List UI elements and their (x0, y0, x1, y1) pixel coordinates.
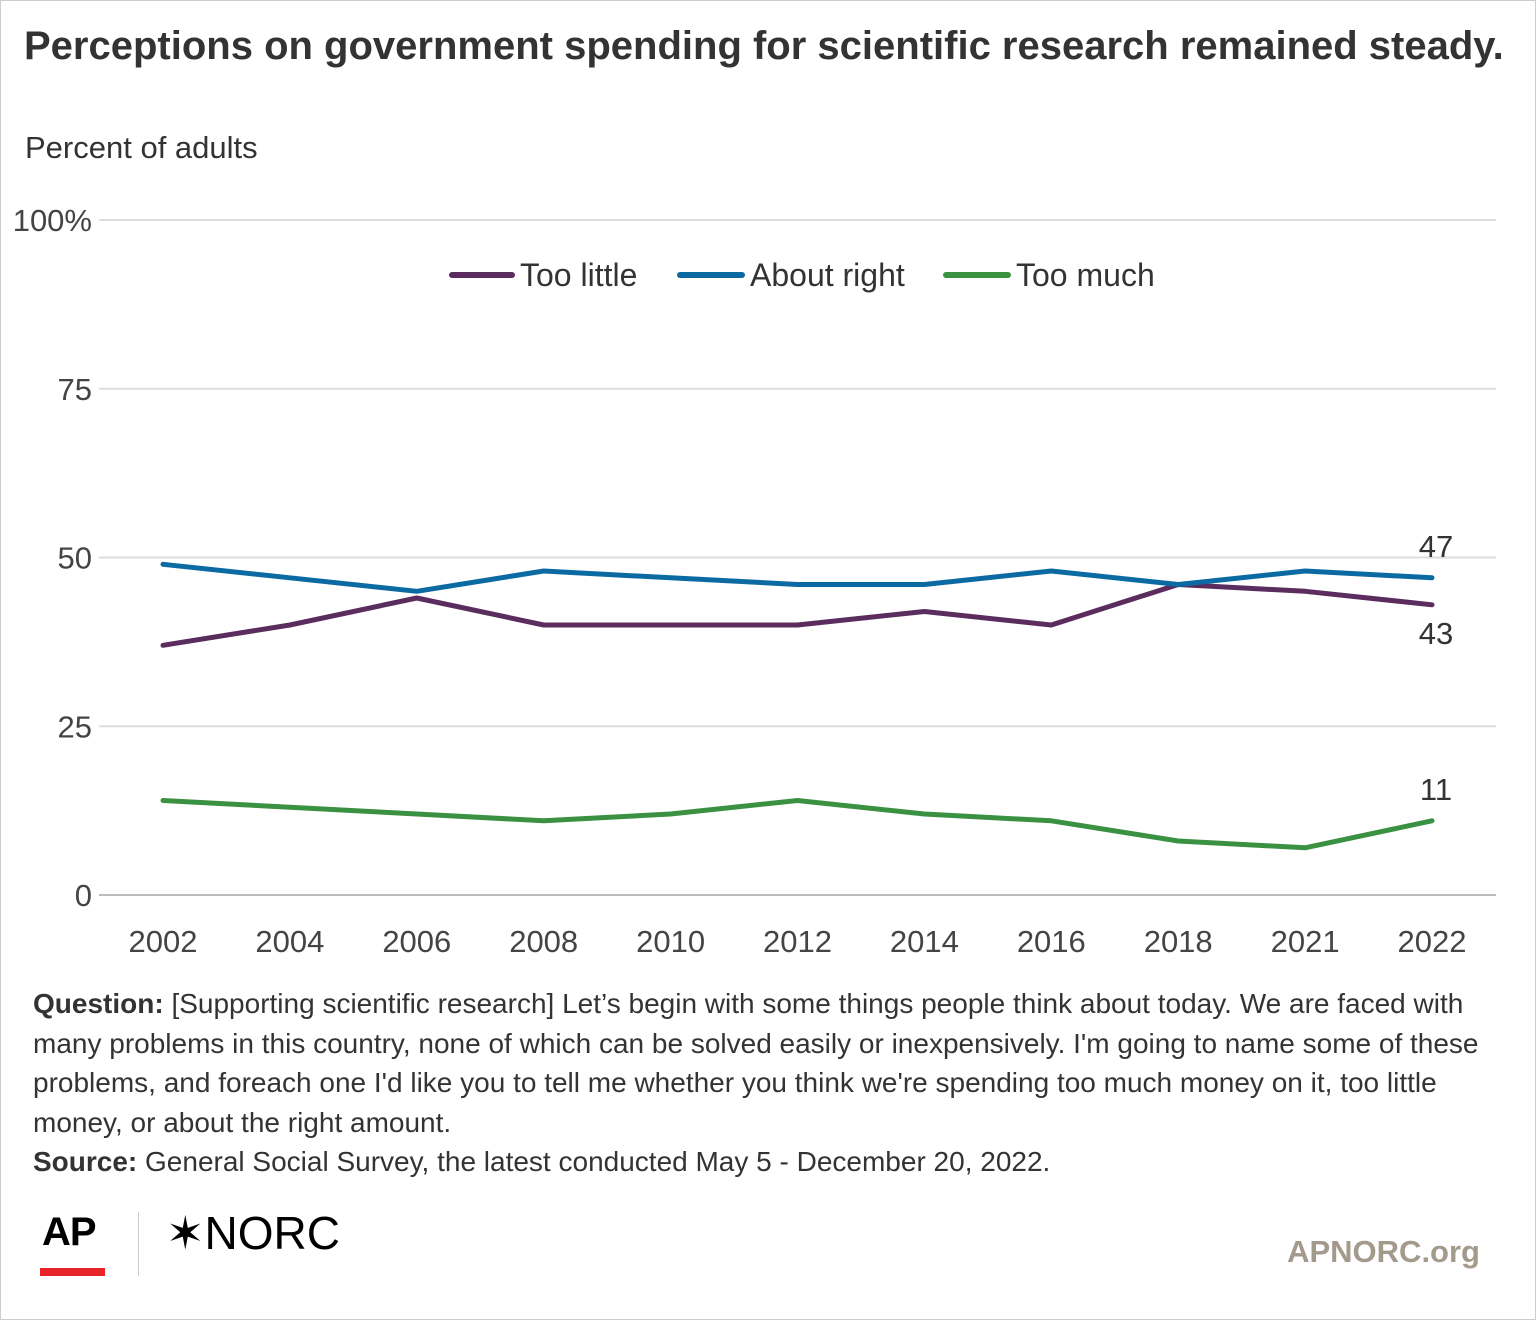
x-tick-label: 2018 (1144, 924, 1213, 959)
ap-logo: AP (42, 1210, 97, 1254)
x-tick-label: 2008 (509, 924, 578, 959)
chart-notes: Question: [Supporting scientific researc… (33, 984, 1503, 1182)
norc-star-icon: ✶ (166, 1207, 205, 1259)
x-tick-label: 2016 (1017, 924, 1086, 959)
question-text: [Supporting scientific research] Let’s b… (33, 988, 1479, 1138)
chart-title: Perceptions on government spending for s… (24, 24, 1504, 68)
x-tick-label: 2010 (636, 924, 705, 959)
gridlines (99, 219, 1496, 896)
x-tick-label: 2021 (1271, 924, 1340, 959)
y-tick-label: 75 (58, 372, 92, 407)
end-labels: 43 47 11 (1419, 529, 1453, 807)
x-tick-label: 2014 (890, 924, 959, 959)
x-tick-label: 2006 (382, 924, 451, 959)
site-url: APNORC.org (1287, 1234, 1480, 1269)
norc-logo-text: NORC (204, 1207, 340, 1259)
line-chart: 0 25 50 75 100% 2002 2004 2006 2008 2010 2012 2014… (13, 203, 1496, 959)
source-label: Source: (33, 1146, 138, 1177)
data-label: 47 (1419, 529, 1453, 564)
source-text: General Social Survey, the latest conduc… (137, 1146, 1051, 1177)
ap-logo-underline (40, 1268, 105, 1276)
y-tick-label: 50 (58, 541, 92, 576)
series-line (160, 561, 1435, 594)
y-tick-label: 100% (13, 203, 92, 238)
legend: Too little About right Too much (449, 257, 1155, 293)
y-axis-ticks: 0 25 50 75 100% (13, 203, 92, 913)
norc-logo: ✶NORC (166, 1206, 340, 1260)
data-label: 11 (1420, 772, 1452, 807)
series-lines (160, 561, 1435, 851)
y-tick-label: 25 (58, 709, 92, 744)
logo-divider (138, 1212, 139, 1276)
legend-label: Too little (520, 257, 637, 293)
chart-subtitle: Percent of adults (25, 130, 258, 165)
x-tick-label: 2012 (763, 924, 832, 959)
x-tick-label: 2004 (255, 924, 324, 959)
x-axis-ticks: 2002 2004 2006 2008 2010 2012 2014 2016 2018 2021… (129, 924, 1467, 959)
series-line (160, 798, 1435, 851)
x-tick-label: 2022 (1398, 924, 1467, 959)
series-line (160, 582, 1435, 648)
question-label: Question: (33, 988, 164, 1019)
data-label: 43 (1419, 616, 1453, 651)
legend-label: About right (750, 257, 905, 293)
y-tick-label: 0 (75, 878, 92, 913)
x-tick-label: 2002 (129, 924, 198, 959)
legend-label: Too much (1016, 257, 1155, 293)
